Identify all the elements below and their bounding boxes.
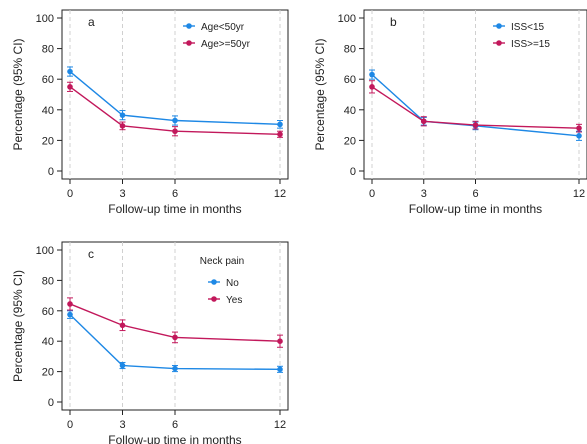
data-point	[277, 338, 283, 345]
y-tick-label: 0	[350, 166, 356, 178]
x-tick-label: 6	[472, 188, 478, 200]
data-point	[472, 122, 479, 128]
x-tick-label: 0	[67, 419, 73, 431]
x-tick-label: 6	[172, 419, 178, 431]
data-point	[119, 362, 126, 369]
x-tick-label: 12	[274, 419, 286, 431]
data-point	[277, 121, 283, 128]
legend-swatch-marker	[186, 40, 192, 46]
x-tick-label: 12	[573, 188, 585, 200]
x-axis-label: Follow-up time in months	[108, 433, 241, 444]
x-tick-label: 0	[369, 188, 375, 200]
y-tick-label: 80	[344, 44, 356, 56]
data-point	[369, 84, 375, 90]
legend-label: Yes	[226, 295, 242, 306]
y-tick-label: 60	[42, 306, 54, 318]
x-tick-label: 3	[119, 188, 125, 200]
series-Age>=50yr	[67, 81, 283, 138]
series-Age<50yr	[67, 66, 283, 129]
series-line	[69, 303, 281, 342]
series-line	[69, 314, 281, 371]
y-tick-label: 60	[42, 74, 54, 86]
data-point	[420, 118, 427, 125]
data-point	[67, 68, 73, 75]
legend-swatch-marker	[211, 279, 217, 285]
data-point	[119, 322, 126, 329]
y-axis-label: Percentage (95% CI)	[11, 38, 25, 150]
y-tick-label: 20	[42, 135, 54, 147]
data-point	[67, 311, 73, 318]
series-line	[69, 71, 281, 126]
y-tick-label: 60	[344, 74, 356, 86]
legend-swatch-marker	[211, 296, 217, 302]
x-tick-label: 0	[67, 188, 73, 200]
series-line	[69, 86, 281, 135]
panel-a: 0 20 40 60 80 100 0 3 6 12 Follow-up time in month…	[11, 9, 289, 216]
data-point	[277, 131, 283, 138]
y-axis-label: Percentage (95% CI)	[313, 38, 327, 150]
series-Yes	[67, 297, 283, 348]
legend-label: ISS<15	[511, 22, 545, 33]
x-axis-label: Follow-up time in months	[409, 202, 542, 216]
y-tick-label: 80	[42, 275, 54, 287]
data-point	[67, 84, 73, 90]
data-point	[119, 112, 126, 118]
x-tick-label: 3	[421, 188, 427, 200]
data-point	[172, 365, 178, 372]
legend-label: Age>=50yr	[201, 39, 251, 50]
data-point	[119, 123, 126, 129]
data-point	[67, 301, 73, 307]
panel-c: 0 20 40 60 80 100 0 3 6 12 Follow-up time in month…	[11, 241, 289, 444]
panel-b: 0 20 40 60 80 100 0 3 6 12 Follow-up time in month…	[313, 9, 587, 216]
x-tick-label: 3	[119, 419, 125, 431]
legend: ISS<15 ISS>=15	[493, 22, 550, 50]
y-tick-label: 0	[48, 397, 54, 409]
data-point	[369, 71, 375, 78]
y-axis-label: Percentage (95% CI)	[11, 270, 25, 382]
data-point	[172, 128, 178, 135]
y-tick-label: 100	[36, 13, 54, 25]
panel-label: b	[390, 15, 397, 29]
legend: Age<50yr Age>=50yr	[183, 22, 251, 50]
y-tick-label: 100	[338, 13, 356, 25]
data-point	[576, 133, 582, 139]
y-tick-label: 80	[42, 44, 54, 56]
x-axis-label: Follow-up time in months	[108, 202, 241, 216]
series-No	[67, 310, 283, 373]
y-tick-label: 40	[42, 336, 54, 348]
x-tick-label: 12	[274, 188, 286, 200]
data-point	[172, 117, 178, 124]
y-tick-label: 40	[42, 105, 54, 117]
panel-label: c	[88, 247, 94, 261]
y-tick-label: 40	[344, 105, 356, 117]
legend: Neck pain No Yes	[200, 256, 244, 306]
series-ISS>=15	[369, 80, 582, 133]
legend-title: Neck pain	[200, 256, 244, 267]
legend-label: No	[226, 278, 239, 289]
legend-swatch-marker	[496, 23, 502, 29]
legend-label: ISS>=15	[511, 39, 550, 50]
y-tick-label: 100	[36, 245, 54, 257]
legend-swatch-marker	[496, 40, 502, 46]
data-point	[277, 366, 283, 373]
y-tick-label: 20	[344, 135, 356, 147]
x-tick-label: 6	[172, 188, 178, 200]
series-line	[371, 86, 580, 129]
data-point	[576, 125, 582, 131]
y-tick-label: 20	[42, 367, 54, 379]
legend-swatch-marker	[186, 23, 192, 29]
legend-label: Age<50yr	[201, 22, 245, 33]
data-point	[172, 334, 178, 341]
panel-label: a	[88, 15, 95, 29]
y-tick-label: 0	[48, 166, 54, 178]
